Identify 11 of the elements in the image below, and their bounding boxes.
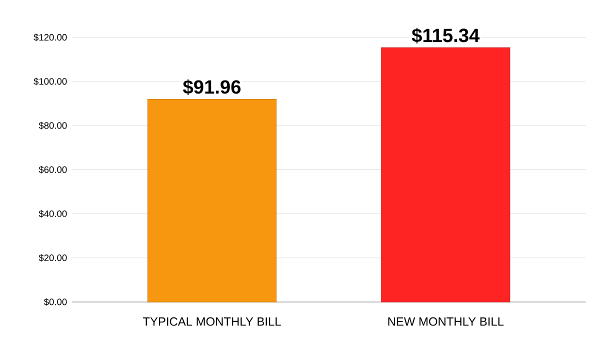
y-tick-label: $100.00 [34, 78, 67, 86]
y-tick-label: $0.00 [44, 298, 67, 306]
y-tick-label: $40.00 [38, 210, 67, 218]
data-label: $91.96 [182, 79, 241, 96]
y-tick-label: $60.00 [38, 166, 67, 174]
x-tick-label: TYPICAL MONTHLY BILL [142, 317, 281, 326]
x-tick-label: NEW MONTHLY BILL [388, 317, 504, 326]
y-tick-label: $80.00 [38, 122, 67, 130]
data-label: $115.34 [412, 28, 480, 44]
y-tick-label: $20.00 [38, 254, 67, 262]
y-tick-label: $120.00 [34, 34, 67, 42]
